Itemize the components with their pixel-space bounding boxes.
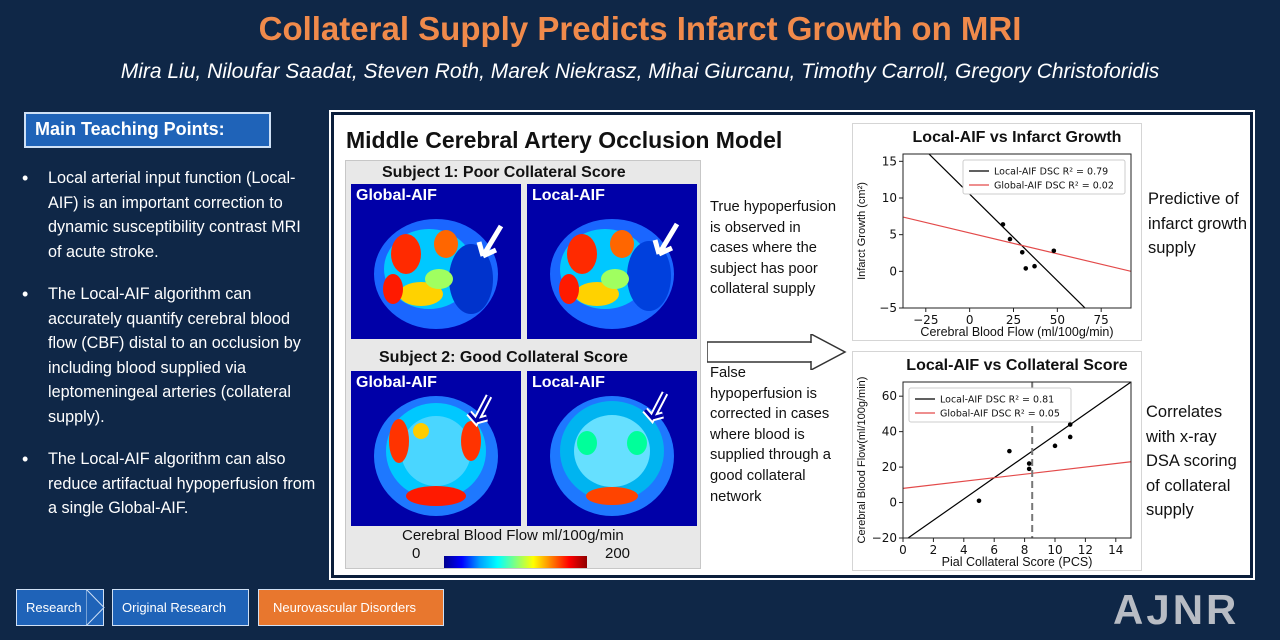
chart-infarct-growth: Local-AIF vs Infarct Growth −25 0 25 50 75 −5 0… [852, 123, 1142, 341]
y-tick-label: −5 [879, 301, 897, 315]
x-tick-label: 8 [1021, 543, 1029, 557]
data-point [1051, 248, 1057, 254]
local-aif-label: Local-AIF [532, 374, 605, 391]
y-tick-label: 0 [889, 264, 897, 278]
global-aif-label: Global-AIF [356, 187, 437, 204]
brain-s1-global: Global-AIF [351, 184, 521, 339]
chart-title: Local-AIF vs Infarct Growth [913, 129, 1122, 146]
authors: Mira Liu, Niloufar Saadat, Steven Roth, … [120, 60, 1160, 83]
colorbar [444, 556, 587, 568]
colorbar-max: 200 [605, 545, 631, 562]
teaching-points-list: Local arterial input function (Local-AIF… [18, 166, 318, 539]
data-point [1067, 422, 1073, 427]
brain-images: Subject 1: Poor Collateral Score Global-… [345, 160, 701, 569]
data-point [1023, 266, 1029, 271]
data-point [1067, 434, 1073, 440]
plot-frame [902, 381, 1132, 539]
legend-entry: Local-AIF DSC R² = 0.79 [994, 167, 1108, 178]
legend-entry: Global-AIF DSC R² = 0.02 [994, 181, 1114, 192]
y-tick-label: 40 [882, 425, 897, 439]
x-tick-label: 6 [990, 543, 998, 557]
x-tick-label: 12 [1078, 543, 1093, 557]
brain-s2-global: Global-AIF [351, 371, 521, 526]
chart-svg: Local-AIF vs Infarct Growth −25 0 25 50 75 −5 0… [856, 129, 1132, 339]
x-axis-label: Pial Collateral Score (PCS) [942, 555, 1093, 569]
brain-image [550, 391, 674, 516]
data-point [976, 498, 982, 504]
x-tick-label: 25 [1006, 313, 1021, 327]
x-tick-label: −25 [913, 313, 938, 327]
predictive-text: Predictive of infarct growth supply [1148, 190, 1248, 257]
y-tick-label: 0 [889, 496, 897, 510]
y-axis-label: Cerebral Blood Flow(ml/100g/min) [856, 377, 868, 544]
x-tick-label: 0 [966, 313, 974, 327]
legend-entry: Local-AIF DSC R² = 0.81 [940, 395, 1054, 406]
x-tick-label: 50 [1050, 313, 1065, 327]
tag-neurovascular[interactable]: Neurovascular Disorders [258, 589, 444, 626]
fit-line [903, 461, 1131, 489]
y-tick-label: −20 [872, 531, 897, 545]
x-tick-label: 2 [930, 543, 938, 557]
x-axis-label: Cerebral Blood Flow (ml/100g/min) [920, 325, 1113, 339]
teaching-point: The Local-AIF algorithm can also reduce … [18, 447, 318, 521]
brain-s1-local: Local-AIF [527, 184, 697, 339]
legend-entry: Global-AIF DSC R² = 0.05 [940, 409, 1060, 420]
local-aif-label: Local-AIF [532, 187, 605, 204]
data-point [1007, 448, 1012, 454]
colorbar-title: Cerebral Blood Flow ml/100g/min [402, 527, 624, 544]
y-tick-label: 20 [882, 460, 897, 474]
correlates-text: Correlates with x-ray DSA scoring of col… [1146, 403, 1237, 519]
chart-svg: Local-AIF vs Collateral Score 0 2 4 6 8 10 12 14… [856, 357, 1132, 569]
data-point [1032, 263, 1037, 269]
right-arrow-icon [707, 334, 847, 370]
data-point [1026, 466, 1032, 472]
data-point [1007, 236, 1013, 242]
brain-s2-local: Local-AIF [527, 371, 697, 526]
model-title: Middle Cerebral Artery Occlusion Model [346, 127, 783, 153]
y-tick-label: 5 [889, 228, 897, 242]
y-tick-label: 15 [882, 154, 897, 168]
global-aif-label: Global-AIF [356, 374, 437, 391]
fit-line [907, 382, 1131, 538]
brain-image [374, 219, 504, 329]
brain-image [374, 394, 498, 516]
plot-frame [902, 153, 1132, 309]
tag-original-research[interactable]: Original Research [112, 589, 249, 626]
x-tick-label: 14 [1108, 543, 1123, 557]
x-tick-label: 10 [1047, 543, 1062, 557]
teaching-point: The Local-AIF algorithm can accurately q… [18, 282, 318, 429]
data-point [1019, 249, 1025, 255]
y-tick-label: 60 [882, 389, 897, 403]
legend-box [962, 159, 1126, 195]
subject2-title: Subject 2: Good Collateral Score [379, 349, 628, 366]
chevron-right-icon [86, 589, 105, 626]
x-tick-label: 0 [899, 543, 907, 557]
x-tick-label: 4 [960, 543, 968, 557]
true-hypoperfusion-text: True hypoperfusion is observed in cases … [710, 199, 837, 298]
chart-collateral-score: Local-AIF vs Collateral Score 0 2 4 6 8 10 12 14… [852, 351, 1142, 571]
chart-title: Local-AIF vs Collateral Score [906, 357, 1128, 374]
data-point [1026, 461, 1032, 466]
fit-line [903, 216, 1131, 272]
y-axis-label: Infarct Growth (cm²) [856, 182, 868, 280]
data-point [1052, 443, 1058, 449]
page-title: Collateral Supply Predicts Infarct Growt… [258, 10, 1022, 47]
x-tick-label: 75 [1094, 313, 1109, 327]
y-tick-label: 10 [882, 191, 897, 205]
brain-image [550, 219, 680, 329]
data-point [1000, 222, 1006, 227]
figure-panel: Middle Cerebral Artery Occlusion Model S… [329, 110, 1255, 580]
fit-line [928, 154, 1086, 308]
ajnr-logo: AJNR [1113, 586, 1240, 633]
legend-box [908, 387, 1072, 423]
false-hypoperfusion-text: False hypoperfusion is corrected in case… [710, 365, 831, 505]
subject1-title: Subject 1: Poor Collateral Score [382, 164, 626, 181]
teaching-point: Local arterial input function (Local-AIF… [18, 166, 318, 264]
colorbar-min: 0 [412, 545, 421, 562]
teaching-points-heading: Main Teaching Points: [24, 112, 271, 148]
